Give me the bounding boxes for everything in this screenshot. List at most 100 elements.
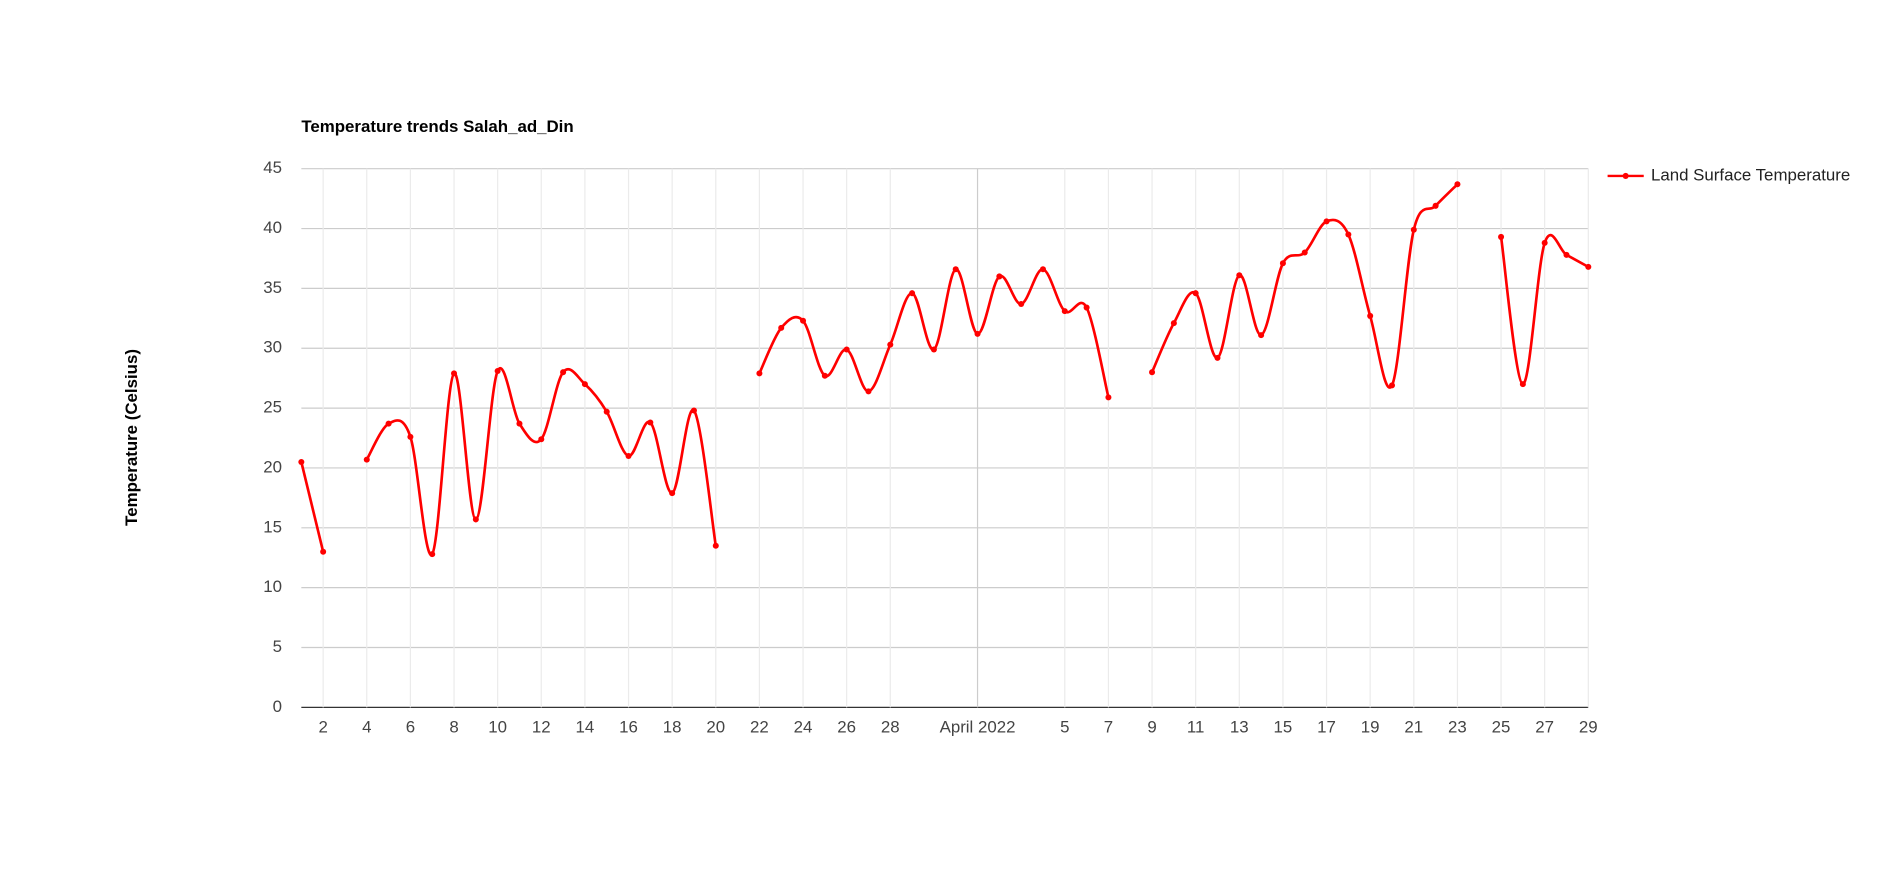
- point: [363, 456, 370, 463]
- point: [1585, 263, 1592, 270]
- point: [1454, 181, 1461, 188]
- y-tick-label: 15: [263, 517, 282, 536]
- x-tick-label: 20: [706, 717, 725, 736]
- y-tick-label: 30: [263, 338, 282, 357]
- point: [1498, 233, 1505, 240]
- point: [603, 408, 610, 415]
- x-tick-label: 19: [1361, 717, 1380, 736]
- point: [1018, 300, 1025, 307]
- x-tick-label: 14: [576, 717, 595, 736]
- point: [1192, 290, 1199, 297]
- point: [385, 420, 392, 427]
- point: [1410, 226, 1417, 233]
- y-axis-title: Temperature (Celsius): [122, 349, 141, 526]
- point: [538, 436, 545, 443]
- point: [581, 381, 588, 388]
- point: [494, 367, 501, 375]
- point: [1258, 332, 1265, 339]
- point: [647, 419, 654, 426]
- point: [1367, 312, 1374, 319]
- x-tick-label: 6: [406, 717, 415, 736]
- point: [1170, 320, 1177, 327]
- point: [821, 372, 828, 379]
- point: [451, 370, 458, 377]
- x-tick-label: 26: [837, 717, 856, 736]
- line: [300, 461, 325, 553]
- x-tick-label: 25: [1492, 717, 1511, 736]
- point: [909, 290, 916, 297]
- point: [865, 388, 872, 395]
- x-tick-label: 22: [750, 717, 769, 736]
- point: [996, 273, 1003, 280]
- x-tick-label: 29: [1579, 717, 1598, 736]
- x-tick-label: 5: [1060, 717, 1069, 736]
- point: [778, 324, 785, 331]
- x-tick-label: 7: [1104, 717, 1113, 736]
- point: [1301, 249, 1308, 256]
- x-tick-label: April 2022: [940, 717, 1016, 736]
- point: [516, 420, 523, 427]
- x-tick-label: 15: [1274, 717, 1293, 736]
- point: [669, 490, 676, 497]
- point: [560, 369, 567, 376]
- point: [1083, 304, 1090, 311]
- x-tick-label: 10: [488, 717, 507, 736]
- point: [1105, 394, 1112, 401]
- x-tick-label: 8: [449, 717, 458, 736]
- line: [1150, 183, 1459, 389]
- x-tick-label: 17: [1317, 717, 1336, 736]
- y-tick-label: 35: [263, 278, 282, 297]
- legend-swatch: [1622, 172, 1629, 179]
- point: [712, 542, 719, 549]
- point: [472, 516, 479, 523]
- point: [320, 548, 327, 555]
- x-tick-label: 28: [881, 717, 900, 736]
- chart-title: Temperature trends Salah_ad_Din: [301, 117, 573, 136]
- y-tick-label: 5: [273, 637, 282, 656]
- x-tick-label: 11: [1187, 717, 1205, 736]
- y-tick-label: 25: [263, 398, 282, 417]
- point: [1345, 231, 1352, 238]
- point: [1279, 260, 1286, 267]
- point: [952, 266, 959, 273]
- point: [1432, 202, 1439, 209]
- point: [843, 346, 850, 353]
- point: [974, 330, 981, 337]
- x-tick-label: 13: [1230, 717, 1249, 736]
- y-tick-label: 20: [263, 457, 282, 476]
- point: [1541, 239, 1548, 246]
- point: [1323, 218, 1330, 225]
- y-tick-label: 10: [263, 577, 282, 596]
- point: [1061, 308, 1068, 315]
- point: [625, 452, 632, 459]
- point: [1519, 381, 1526, 388]
- point: [1236, 272, 1243, 279]
- point: [1388, 382, 1396, 389]
- point: [407, 433, 414, 440]
- point: [930, 346, 937, 353]
- point: [1214, 354, 1221, 361]
- y-tick-label: 45: [263, 158, 282, 177]
- line: [758, 267, 1110, 398]
- y-tick-label: 0: [273, 697, 282, 716]
- x-tick-label: 23: [1448, 717, 1467, 736]
- x-tick-label: 21: [1404, 717, 1423, 736]
- point: [756, 370, 763, 377]
- x-tick-label: 18: [663, 717, 682, 736]
- x-tick-label: 24: [794, 717, 813, 736]
- point: [690, 407, 697, 414]
- point: [1563, 251, 1570, 258]
- x-tick-label: 27: [1535, 717, 1554, 736]
- x-tick-label: 9: [1147, 717, 1156, 736]
- point: [800, 317, 807, 324]
- legend-label: Land Surface Temperature: [1651, 165, 1850, 184]
- x-tick-label: 16: [619, 717, 638, 736]
- point: [298, 458, 305, 465]
- point: [1039, 266, 1046, 273]
- y-tick-label: 40: [263, 218, 282, 237]
- x-tick-label: 12: [532, 717, 551, 736]
- point: [1149, 369, 1156, 376]
- point: [429, 551, 436, 558]
- point: [887, 341, 894, 348]
